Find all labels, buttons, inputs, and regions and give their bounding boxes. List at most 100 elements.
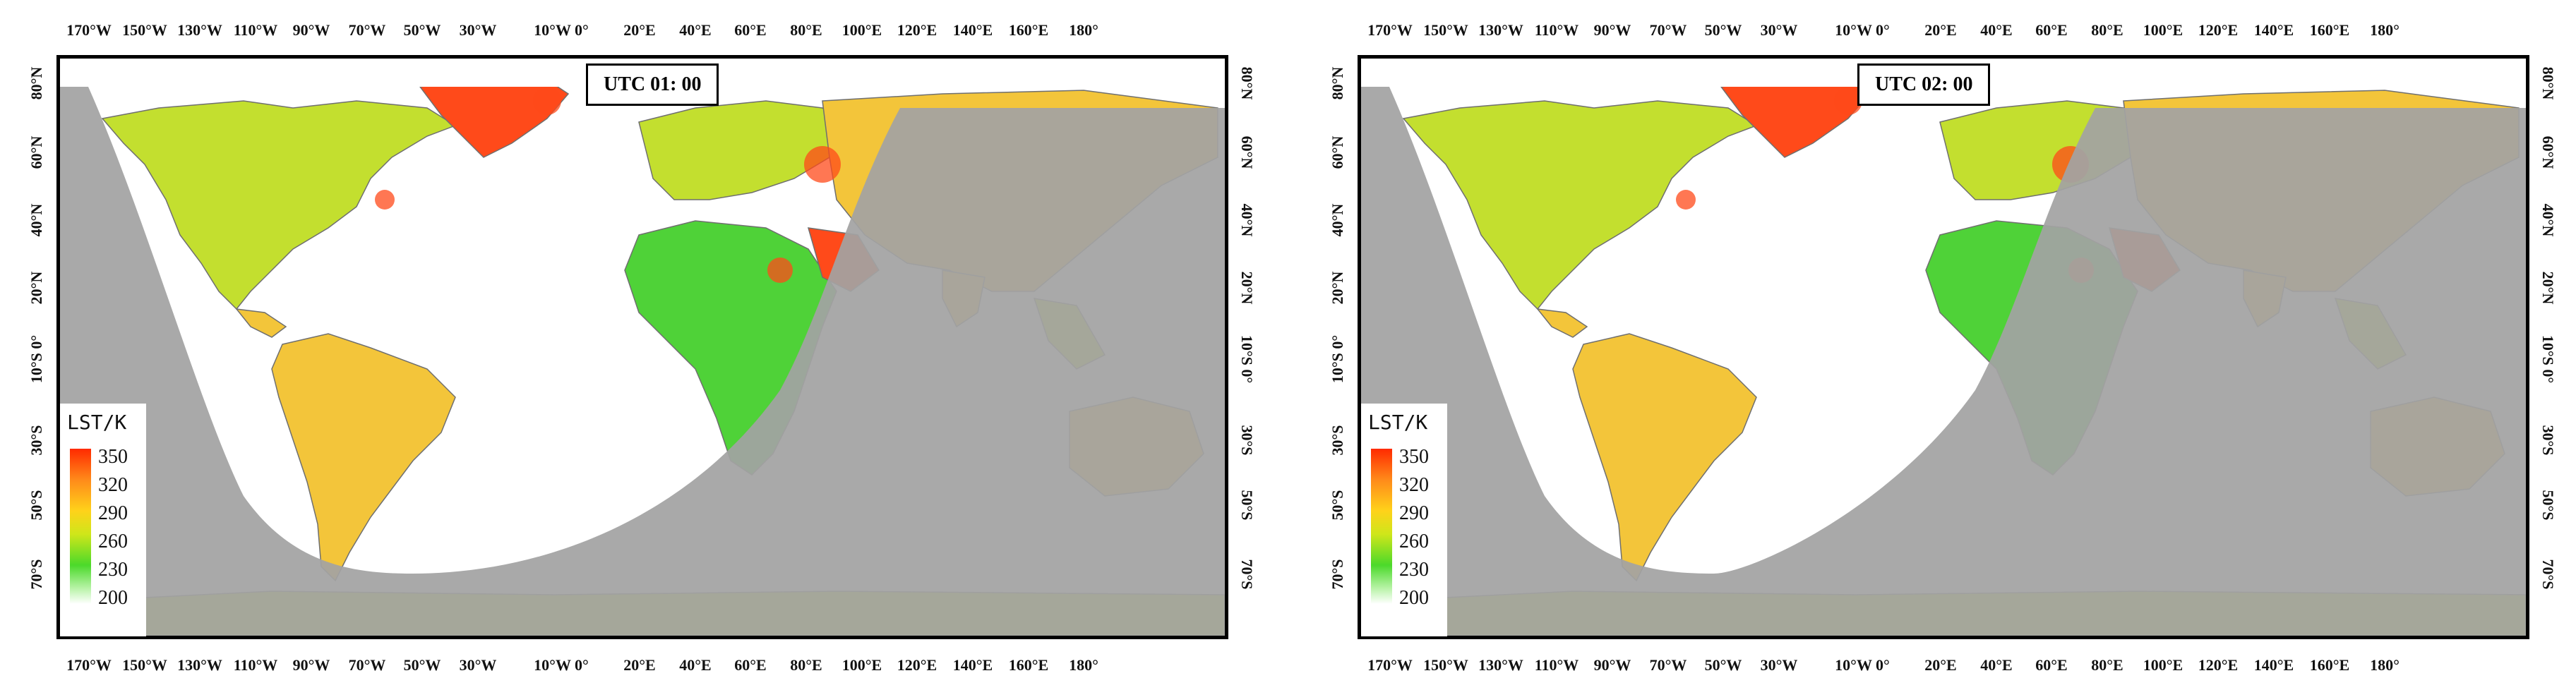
lon-tick-label: 50°W: [403, 656, 441, 674]
lon-tick-label: 20°E: [623, 21, 656, 39]
lat-tick-label: 70°S: [1238, 559, 1256, 590]
lat-tick-label: 60°N: [1238, 135, 1256, 169]
lon-tick-label: 110°W: [233, 656, 278, 674]
lon-tick-label: 60°E: [2035, 656, 2068, 674]
lon-tick-label: 60°E: [734, 21, 767, 39]
lat-tick-label: 20°N: [28, 271, 45, 305]
lat-tick-label: 30°S: [2539, 425, 2557, 456]
legend-value: 260: [1399, 531, 1429, 552]
lat-tick-label: 10°S 0°: [1238, 334, 1256, 384]
lon-tick-label: 160°E: [1008, 656, 1049, 674]
lat-tick-label: 60°N: [2539, 135, 2557, 169]
lon-tick-label: 170°W: [1367, 21, 1413, 39]
lat-tick-label: 60°N: [28, 135, 45, 169]
land-masses: [60, 59, 1225, 636]
lon-tick-label: 10°W 0°: [1835, 656, 1890, 674]
lon-tick-label: 110°W: [1534, 21, 1579, 39]
lon-tick-label: 50°W: [403, 21, 441, 39]
night-region-west: [1361, 87, 1714, 574]
lon-tick-label: 90°W: [292, 21, 330, 39]
hot-spot: [533, 87, 561, 115]
legend-value: 290: [1399, 502, 1429, 524]
legend-value: 260: [98, 531, 128, 552]
lon-tick-label: 120°E: [897, 21, 937, 39]
lat-tick-label: 80°N: [1329, 66, 1346, 100]
lon-tick-label: 10°W 0°: [1835, 21, 1890, 39]
lon-tick-label: 50°W: [1704, 21, 1742, 39]
lon-tick-label: 30°W: [1760, 21, 1798, 39]
lat-tick-label: 10°S 0°: [28, 334, 45, 384]
land-southAmerica: [1572, 333, 1757, 582]
hot-spot: [1834, 87, 1862, 115]
lat-tick-label: 30°S: [28, 425, 45, 456]
lon-tick-label: 50°W: [1704, 656, 1742, 674]
lon-tick-label: 180°: [2370, 656, 2400, 674]
lst-legend: LST/K 350 320 290 260 230 200: [1361, 404, 1447, 636]
lon-tick-label: 60°E: [2035, 21, 2068, 39]
lon-tick-label: 40°E: [679, 656, 712, 674]
lat-tick-label: 50°S: [2539, 490, 2557, 521]
lat-tick-label: 40°N: [2539, 203, 2557, 237]
lon-tick-label: 150°W: [122, 656, 167, 674]
lon-tick-label: 80°E: [790, 656, 822, 674]
lon-tick-label: 160°E: [2309, 656, 2350, 674]
legend-value: 290: [98, 502, 128, 524]
lon-tick-label: 100°E: [2143, 656, 2183, 674]
lon-tick-label: 180°: [1069, 656, 1098, 674]
legend-color-ramp: [1371, 449, 1392, 604]
lon-tick-label: 110°W: [233, 21, 278, 39]
lon-tick-label: 140°E: [2253, 656, 2294, 674]
lat-tick-label: 80°N: [28, 66, 45, 100]
world-lst-map: [60, 59, 1225, 636]
lon-tick-label: 40°E: [1980, 21, 2013, 39]
lon-tick-label: 30°W: [459, 21, 497, 39]
land-northAmerica: [1402, 100, 1758, 310]
lon-tick-label: 20°E: [623, 656, 656, 674]
night-region-west: [60, 87, 413, 574]
lon-tick-label: 70°W: [1649, 656, 1687, 674]
map-frame: [56, 55, 1228, 639]
lon-tick-label: 120°E: [2198, 21, 2239, 39]
lat-tick-label: 50°S: [28, 490, 45, 521]
lon-tick-label: 20°E: [1924, 21, 1957, 39]
lon-tick-label: 30°W: [459, 656, 497, 674]
lon-tick-label: 10°W 0°: [534, 656, 589, 674]
night-region-south: [1361, 574, 2526, 636]
lon-tick-label: 120°E: [897, 656, 937, 674]
world-lst-map: [1361, 59, 2526, 636]
utc-time-label: UTC 02: 00: [1857, 63, 1991, 106]
hot-spot: [767, 258, 793, 283]
lon-tick-label: 60°E: [734, 656, 767, 674]
lon-tick-label: 180°: [1069, 21, 1098, 39]
hot-spot: [375, 190, 395, 210]
lon-tick-label: 100°E: [841, 21, 882, 39]
lon-tick-label: 90°W: [1593, 656, 1631, 674]
map-panel-utc-02: 170°W 150°W 130°W 110°W 90°W 70°W 50°W 30°W 10°W…: [1301, 0, 2568, 690]
land-northAmerica: [101, 100, 457, 310]
lon-tick-label: 140°E: [2253, 21, 2294, 39]
lat-tick-label: 20°N: [1329, 271, 1346, 305]
lon-tick-label: 160°E: [2309, 21, 2350, 39]
legend-color-ramp: [70, 449, 91, 604]
utc-time-label: UTC 01: 00: [586, 63, 719, 106]
lat-tick-label: 80°N: [2539, 66, 2557, 100]
lon-tick-label: 40°E: [1980, 656, 2013, 674]
lat-tick-label: 10°S 0°: [1329, 334, 1346, 384]
lon-tick-label: 170°W: [66, 656, 112, 674]
lon-tick-label: 170°W: [66, 21, 112, 39]
legend-value: 350: [1399, 446, 1429, 468]
lon-tick-label: 150°W: [1423, 21, 1468, 39]
lat-tick-label: 70°S: [2539, 559, 2557, 590]
lon-tick-label: 130°W: [177, 656, 222, 674]
night-region-east: [413, 108, 1225, 574]
lon-tick-label: 90°W: [1593, 21, 1631, 39]
legend-value: 320: [1399, 474, 1429, 496]
lon-tick-label: 140°E: [952, 21, 993, 39]
lat-tick-label: 50°S: [1329, 490, 1346, 521]
legend-value: 200: [98, 587, 128, 609]
lat-tick-label: 80°N: [1238, 66, 1256, 100]
land-southAmerica: [271, 333, 456, 582]
lon-tick-label: 40°E: [679, 21, 712, 39]
lat-tick-label: 70°S: [1329, 559, 1346, 590]
lat-tick-label: 30°S: [1238, 425, 1256, 456]
